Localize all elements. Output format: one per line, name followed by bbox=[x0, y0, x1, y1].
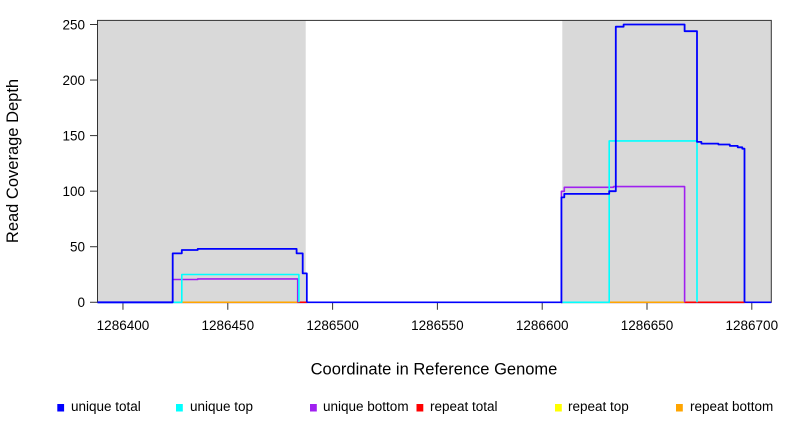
svg-text:1286650: 1286650 bbox=[621, 318, 674, 333]
svg-text:repeat top: repeat top bbox=[568, 399, 629, 414]
svg-text:1286550: 1286550 bbox=[411, 318, 464, 333]
svg-text:Coordinate in Reference Genome: Coordinate in Reference Genome bbox=[311, 361, 558, 379]
svg-text:Read Coverage Depth: Read Coverage Depth bbox=[4, 79, 22, 243]
svg-text:1286600: 1286600 bbox=[516, 318, 569, 333]
svg-text:repeat total: repeat total bbox=[430, 399, 498, 414]
svg-text:0: 0 bbox=[77, 295, 85, 310]
svg-text:150: 150 bbox=[62, 128, 85, 143]
svg-text:100: 100 bbox=[62, 184, 85, 199]
svg-text:1286500: 1286500 bbox=[306, 318, 359, 333]
svg-text:1286400: 1286400 bbox=[97, 318, 150, 333]
svg-text:repeat bottom: repeat bottom bbox=[690, 399, 773, 414]
svg-text:unique top: unique top bbox=[190, 399, 253, 414]
svg-text:unique total: unique total bbox=[71, 399, 141, 414]
svg-text:50: 50 bbox=[70, 240, 85, 255]
svg-text:1286700: 1286700 bbox=[726, 318, 779, 333]
svg-text:250: 250 bbox=[62, 17, 85, 32]
svg-text:200: 200 bbox=[62, 73, 85, 88]
svg-text:unique bottom: unique bottom bbox=[323, 399, 409, 414]
svg-text:1286450: 1286450 bbox=[202, 318, 255, 333]
